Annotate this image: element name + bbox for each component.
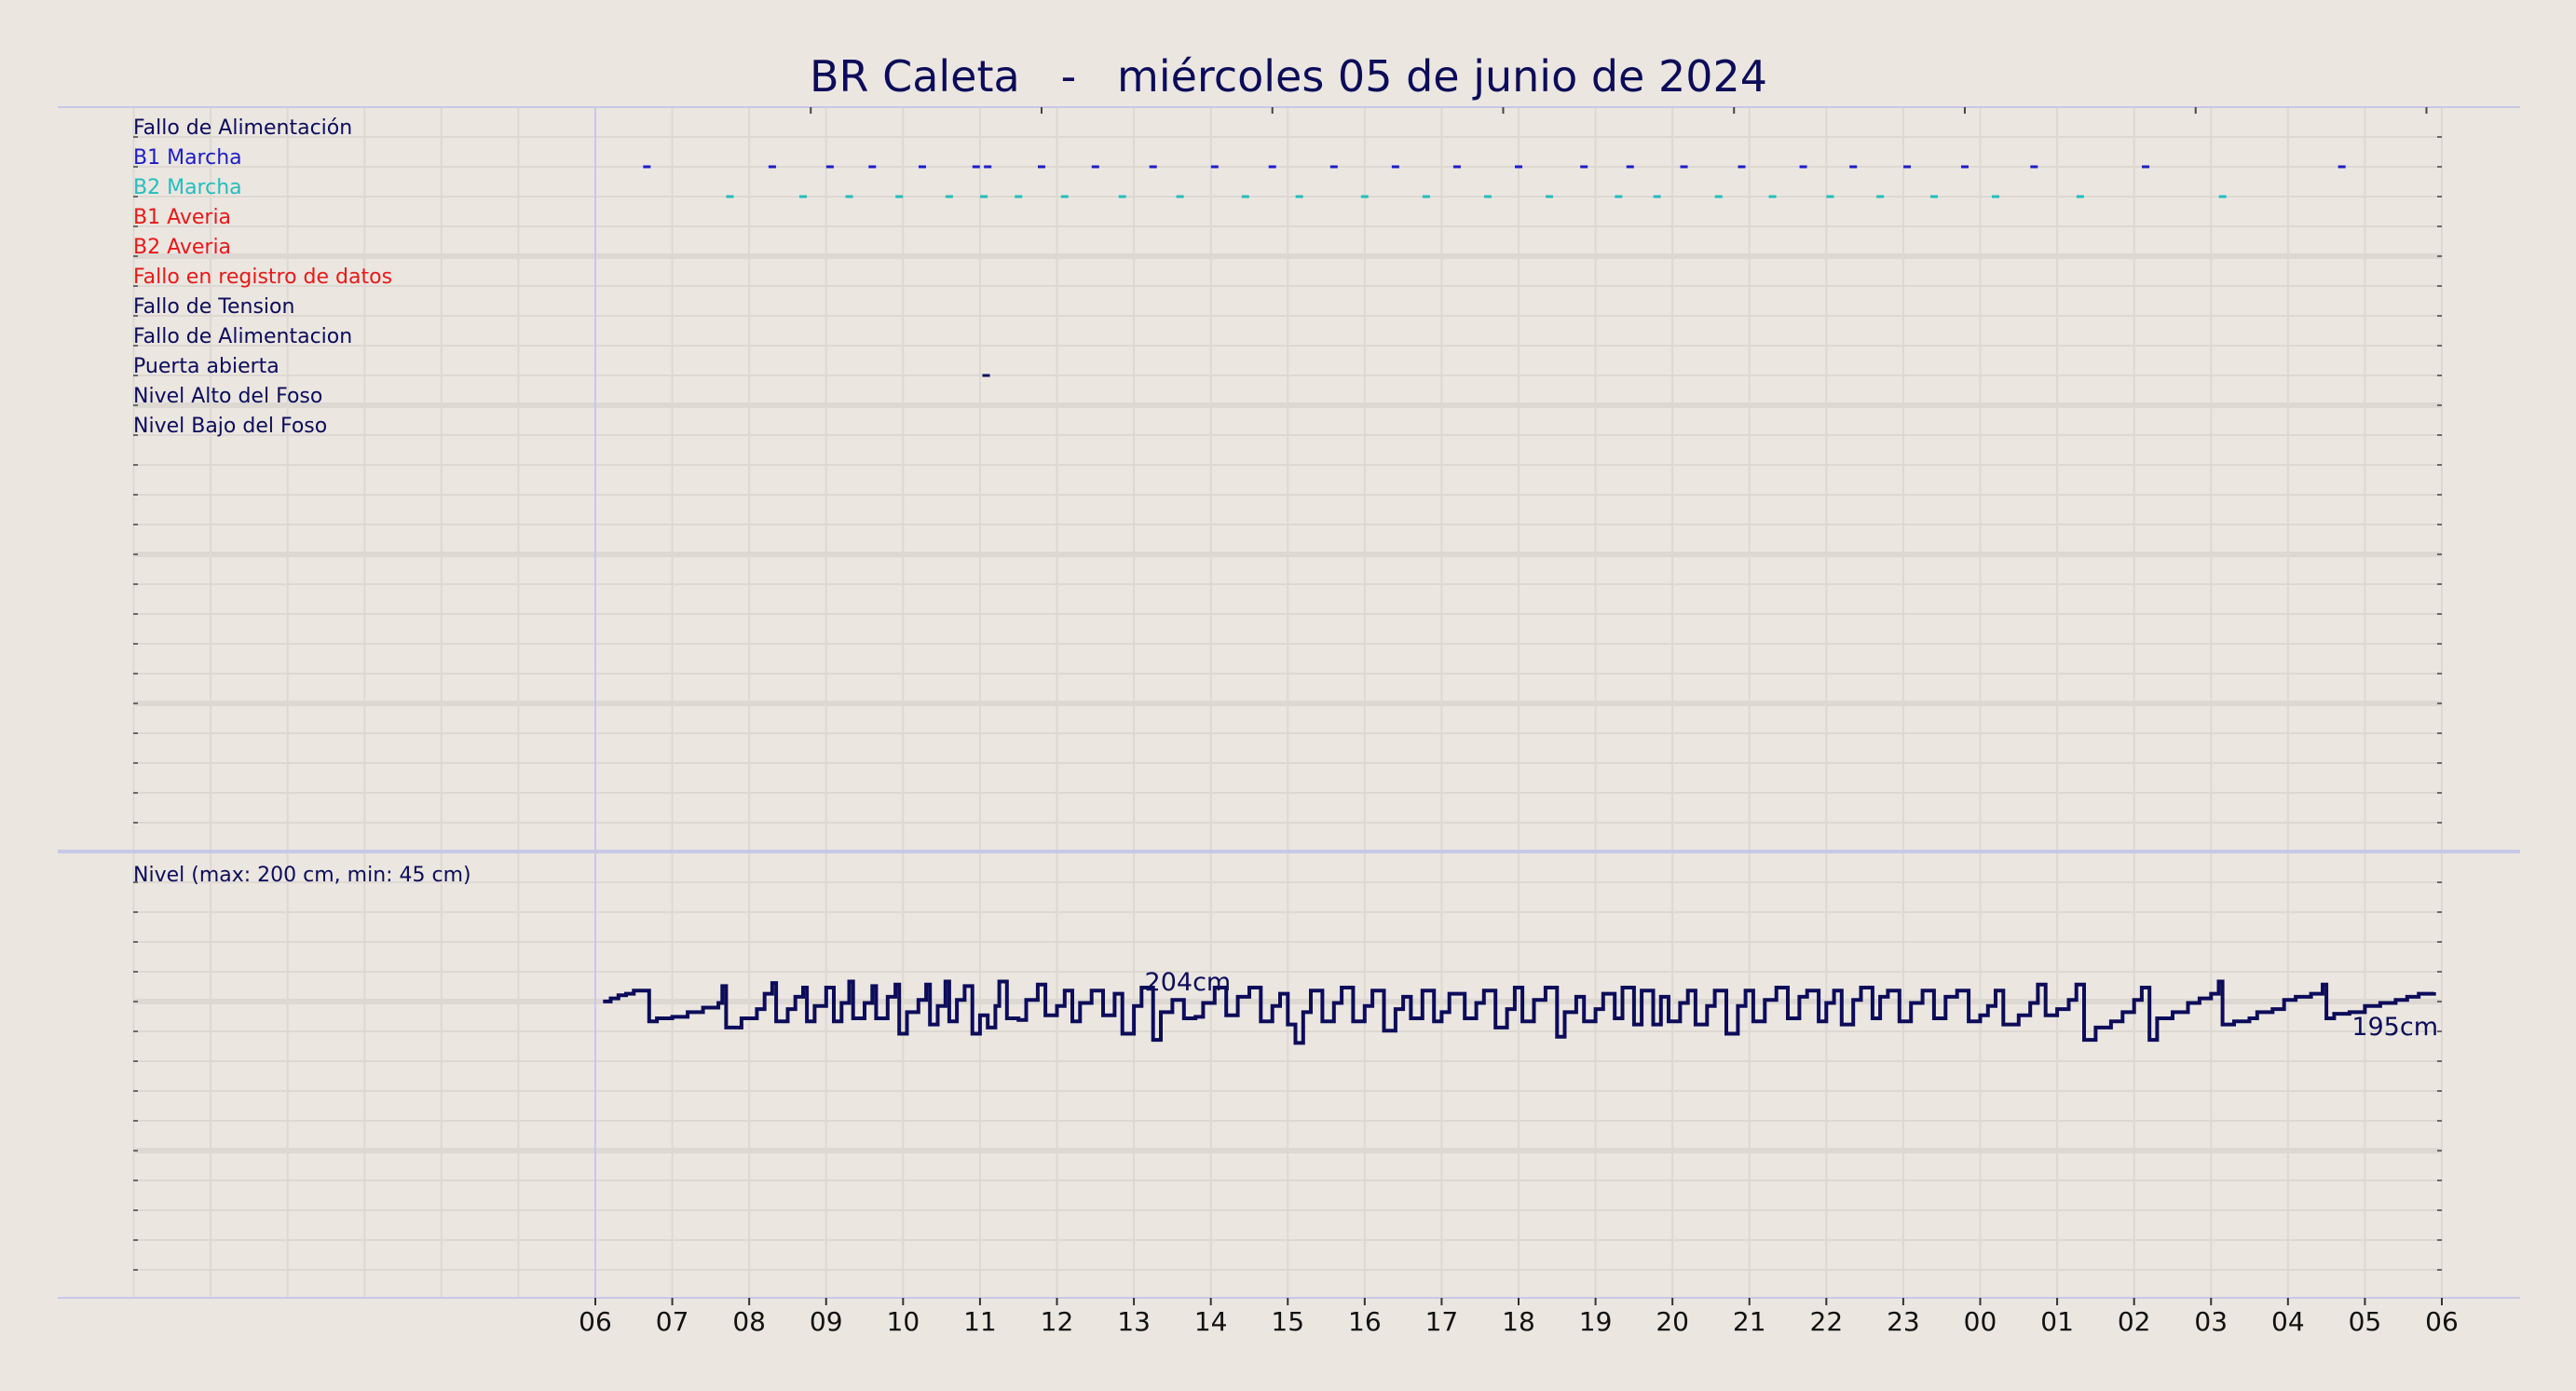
chart-title: BR Caleta - miércoles 05 de junio de 202… [810,51,1767,102]
x-tick-label: 06 [2425,1306,2459,1337]
level-label: Nivel (max: 200 cm, min: 45 cm) [133,864,471,887]
x-tick-label: 06 [579,1306,612,1337]
events-row-labels: Fallo de Alimentación B1 Marcha B2 Marcha B… [133,116,392,438]
x-tick-label: 19 [1579,1306,1613,1337]
x-tick-label: 22 [1810,1306,1844,1337]
x-tick-label: 13 [1117,1306,1151,1337]
event-row-label: B2 Marcha [133,176,242,199]
event-row-label: Nivel Bajo del Foso [133,415,327,438]
level-grid [132,852,2443,1298]
event-row-label: Fallo en registro de datos [133,266,392,289]
event-row-label: Puerta abierta [133,355,279,378]
x-tick-label: 00 [1964,1306,1997,1337]
x-tick-label: 08 [732,1306,766,1337]
x-tick-label: 05 [2349,1306,2382,1337]
x-tick-label: 20 [1656,1306,1689,1337]
events-grid [132,107,2443,851]
x-tick-label: 07 [656,1306,689,1337]
level-frame [58,852,2520,1299]
x-tick-label: 17 [1425,1306,1459,1337]
x-tick-label: 21 [1733,1306,1766,1337]
x-tick-label: 12 [1041,1306,1074,1337]
x-tick-label: 15 [1271,1306,1304,1337]
event-row-label: Fallo de Alimentación [133,116,352,140]
x-tick-label: 11 [963,1306,997,1337]
event-marks [643,165,2346,377]
x-tick-label: 04 [2271,1306,2305,1337]
event-row-label: Fallo de Tension [133,295,294,319]
x-tick-label: 09 [810,1306,843,1337]
x-tick-label: 02 [2118,1306,2151,1337]
x-tick-label: 18 [1502,1306,1535,1337]
level-max-label: 204cm [1145,968,1232,997]
event-row-label: Nivel Alto del Foso [133,385,322,408]
events-panel: Fallo de Alimentación B1 Marcha B2 Marcha B… [58,106,2520,852]
x-tick-label: 03 [2194,1306,2228,1337]
event-row-label: B1 Averia [133,206,231,229]
level-series-line [603,979,2436,1045]
x-axis: 06 07 08 09 10 11 12 13 14 15 16 17 18 19 20 21 22 23 00 01… [579,1298,2459,1337]
events-frame [58,106,2520,852]
level-panel: Nivel (max: 200 cm, min: 45 cm) 204cm 19… [58,852,2520,1299]
level-last-label: 195cm [2351,1013,2438,1042]
event-row-label: B1 Marcha [133,146,242,170]
x-tick-label: 01 [2040,1306,2074,1337]
x-tick-label: 16 [1348,1306,1382,1337]
x-tick-label: 23 [1887,1306,1920,1337]
x-tick-label: 10 [887,1306,920,1337]
event-row-label: Fallo de Alimentacion [133,325,352,348]
x-tick-label: 14 [1194,1306,1228,1337]
event-row-label: B2 Averia [133,236,231,259]
